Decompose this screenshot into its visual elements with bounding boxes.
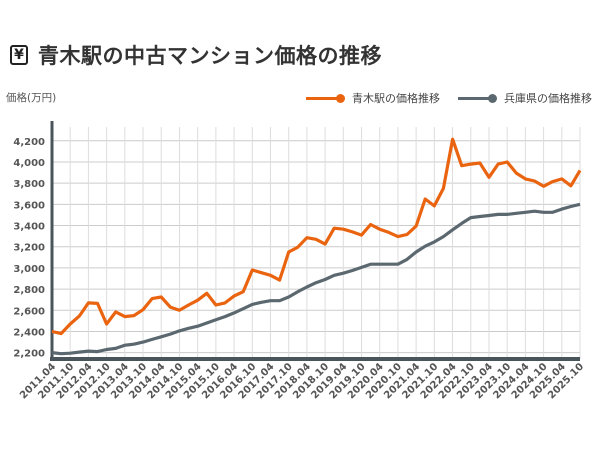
y-tick-label: 2,800	[13, 285, 45, 296]
y-tick-label: 3,600	[13, 200, 45, 211]
legend-label-hyogo: 兵庫県の価格推移	[504, 92, 592, 105]
y-tick-label: 3,000	[13, 264, 45, 275]
legend-item-hyogo[interactable]: 兵庫県の価格推移	[458, 90, 592, 106]
yen-icon: ¥	[10, 45, 28, 65]
y-tick-label: 3,800	[13, 179, 45, 190]
chart-title: ¥ 青木駅の中古マンション価格の推移	[10, 40, 382, 70]
series-line-aoki	[51, 137, 582, 336]
y-tick-label: 3,200	[13, 243, 45, 254]
legend-swatch-hyogo	[458, 93, 497, 103]
y-tick-label: 4,000	[13, 158, 45, 169]
series-line-hyogo	[51, 202, 581, 356]
y-tick-label: 2,400	[13, 327, 45, 338]
y-tick-label: 3,400	[13, 222, 45, 233]
legend-swatch-aoki	[306, 93, 345, 103]
y-axis-label: 価格(万円)	[6, 92, 57, 104]
y-tick-label: 4,200	[13, 137, 45, 148]
y-tick-label: 2,600	[13, 306, 45, 317]
legend: 青木駅の価格推移 兵庫県の価格推移	[306, 90, 592, 106]
chart-title-text: 青木駅の中古マンション価格の推移	[38, 44, 382, 68]
y-tick-label: 2,200	[13, 349, 45, 360]
legend-item-aoki[interactable]: 青木駅の価格推移	[306, 90, 440, 106]
legend-label-aoki: 青木駅の価格推移	[352, 92, 440, 105]
